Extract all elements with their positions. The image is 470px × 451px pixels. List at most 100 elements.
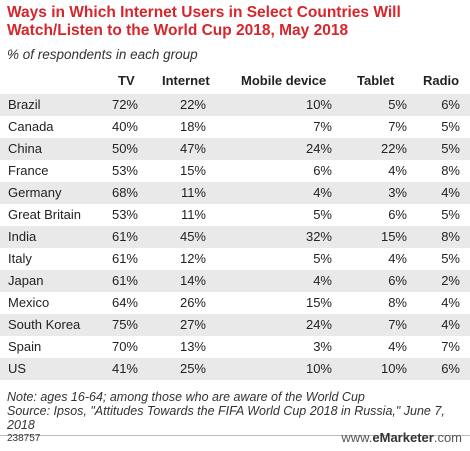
row-label: Spain	[8, 339, 42, 354]
brand-suffix: .com	[433, 430, 462, 445]
table-cell: 61%	[111, 229, 138, 244]
table-cell: 32%	[305, 229, 332, 244]
note-text: Note: ages 16-64; among those who are aw…	[7, 390, 365, 404]
table-cell: 24%	[305, 141, 332, 156]
table-cell: 22%	[380, 141, 407, 156]
data-table: TV Internet Mobile device Tablet Radio B…	[0, 66, 470, 380]
table-cell: 10%	[305, 97, 332, 112]
footer-divider	[0, 435, 470, 436]
table-cell: 4%	[441, 185, 460, 200]
chart-title: Ways in Which Internet Users in Select C…	[7, 4, 401, 39]
brand-logo[interactable]: www.eMarketer.com	[341, 430, 462, 445]
table-cell: 7%	[313, 119, 332, 134]
row-label: India	[8, 229, 37, 244]
table-cell: 5%	[388, 97, 407, 112]
table-cell: 68%	[111, 185, 138, 200]
table-cell: 47%	[179, 141, 206, 156]
table-cell: 13%	[179, 339, 206, 354]
table-cell: 41%	[111, 361, 138, 376]
table-row: Italy 61% 12% 5% 4% 5%	[0, 248, 470, 270]
table-cell: 7%	[388, 317, 407, 332]
header-mobile-device: Mobile device	[241, 73, 327, 88]
table-cell: 7%	[441, 339, 460, 354]
table-cell: 6%	[388, 207, 407, 222]
table-cell: 7%	[388, 119, 407, 134]
row-label: Germany	[8, 185, 62, 200]
table-row: Canada 40% 18% 7% 7% 5%	[0, 116, 470, 138]
table-cell: 8%	[441, 163, 460, 178]
table-row: South Korea 75% 27% 24% 7% 4%	[0, 314, 470, 336]
table-cell: 64%	[111, 295, 138, 310]
table-cell: 50%	[111, 141, 138, 156]
table-cell: 25%	[179, 361, 206, 376]
footnote: Note: ages 16-64; among those who are aw…	[7, 390, 467, 432]
table-cell: 61%	[111, 251, 138, 266]
table-cell: 6%	[441, 361, 460, 376]
table-cell: 11%	[180, 185, 206, 200]
table-row: US 41% 25% 10% 10% 6%	[0, 358, 470, 380]
table-cell: 45%	[179, 229, 206, 244]
table-cell: 3%	[313, 339, 332, 354]
table-cell: 6%	[388, 273, 407, 288]
table-cell: 27%	[179, 317, 206, 332]
row-label: Italy	[8, 251, 32, 266]
table-cell: 5%	[441, 141, 460, 156]
table-cell: 4%	[441, 295, 460, 310]
table-row: Japan 61% 14% 4% 6% 2%	[0, 270, 470, 292]
table-row: France 53% 15% 6% 4% 8%	[0, 160, 470, 182]
row-label: France	[8, 163, 49, 178]
table-cell: 8%	[441, 229, 460, 244]
table-body: Brazil 72% 22% 10% 5% 6% Canada 40% 18% 7% 7% 5% Chi…	[0, 94, 470, 380]
table-cell: 4%	[313, 185, 332, 200]
table-cell: 11%	[180, 207, 206, 222]
chart-id: 238757	[7, 433, 41, 444]
table-cell: 15%	[305, 295, 332, 310]
table-cell: 26%	[179, 295, 206, 310]
row-label: Brazil	[8, 97, 41, 112]
table-cell: 70%	[111, 339, 138, 354]
table-cell: 4%	[441, 317, 460, 332]
table-cell: 5%	[441, 251, 460, 266]
table-cell: 15%	[179, 163, 206, 178]
header-tv: TV	[118, 73, 135, 88]
table-cell: 4%	[388, 251, 407, 266]
row-label: Mexico	[8, 295, 50, 310]
table-cell: 6%	[313, 163, 332, 178]
table-row: China 50% 47% 24% 22% 5%	[0, 138, 470, 160]
row-label: South Korea	[8, 317, 81, 332]
row-label: Canada	[8, 119, 54, 134]
table-cell: 8%	[388, 295, 407, 310]
table-cell: 4%	[388, 163, 407, 178]
table-cell: 3%	[388, 185, 407, 200]
header-tablet: Tablet	[357, 73, 395, 88]
table-cell: 24%	[305, 317, 332, 332]
table-cell: 12%	[179, 251, 206, 266]
table-header: TV Internet Mobile device Tablet Radio	[0, 66, 470, 94]
table-cell: 10%	[380, 361, 407, 376]
table-cell: 5%	[441, 119, 460, 134]
table-row: Brazil 72% 22% 10% 5% 6%	[0, 94, 470, 116]
table-cell: 75%	[111, 317, 138, 332]
table-cell: 18%	[179, 119, 206, 134]
table-row: Mexico 64% 26% 15% 8% 4%	[0, 292, 470, 314]
table-row: Spain 70% 13% 3% 4% 7%	[0, 336, 470, 358]
table-cell: 5%	[313, 207, 332, 222]
table-cell: 72%	[111, 97, 138, 112]
row-label: US	[8, 361, 27, 376]
row-label: Japan	[8, 273, 44, 288]
table-row: Germany 68% 11% 4% 3% 4%	[0, 182, 470, 204]
table-cell: 5%	[441, 207, 460, 222]
table-cell: 14%	[179, 273, 206, 288]
table-cell: 10%	[305, 361, 332, 376]
chart-subtitle: % of respondents in each group	[7, 47, 198, 62]
table-row: Great Britain 53% 11% 5% 6% 5%	[0, 204, 470, 226]
table-row: India 61% 45% 32% 15% 8%	[0, 226, 470, 248]
table-cell: 5%	[313, 251, 332, 266]
table-cell: 2%	[441, 273, 460, 288]
table-cell: 4%	[313, 273, 332, 288]
table-cell: 22%	[179, 97, 206, 112]
table-cell: 53%	[111, 163, 138, 178]
table-cell: 53%	[111, 207, 138, 222]
brand-name: eMarketer	[372, 430, 434, 445]
brand-prefix: www.	[341, 430, 373, 445]
